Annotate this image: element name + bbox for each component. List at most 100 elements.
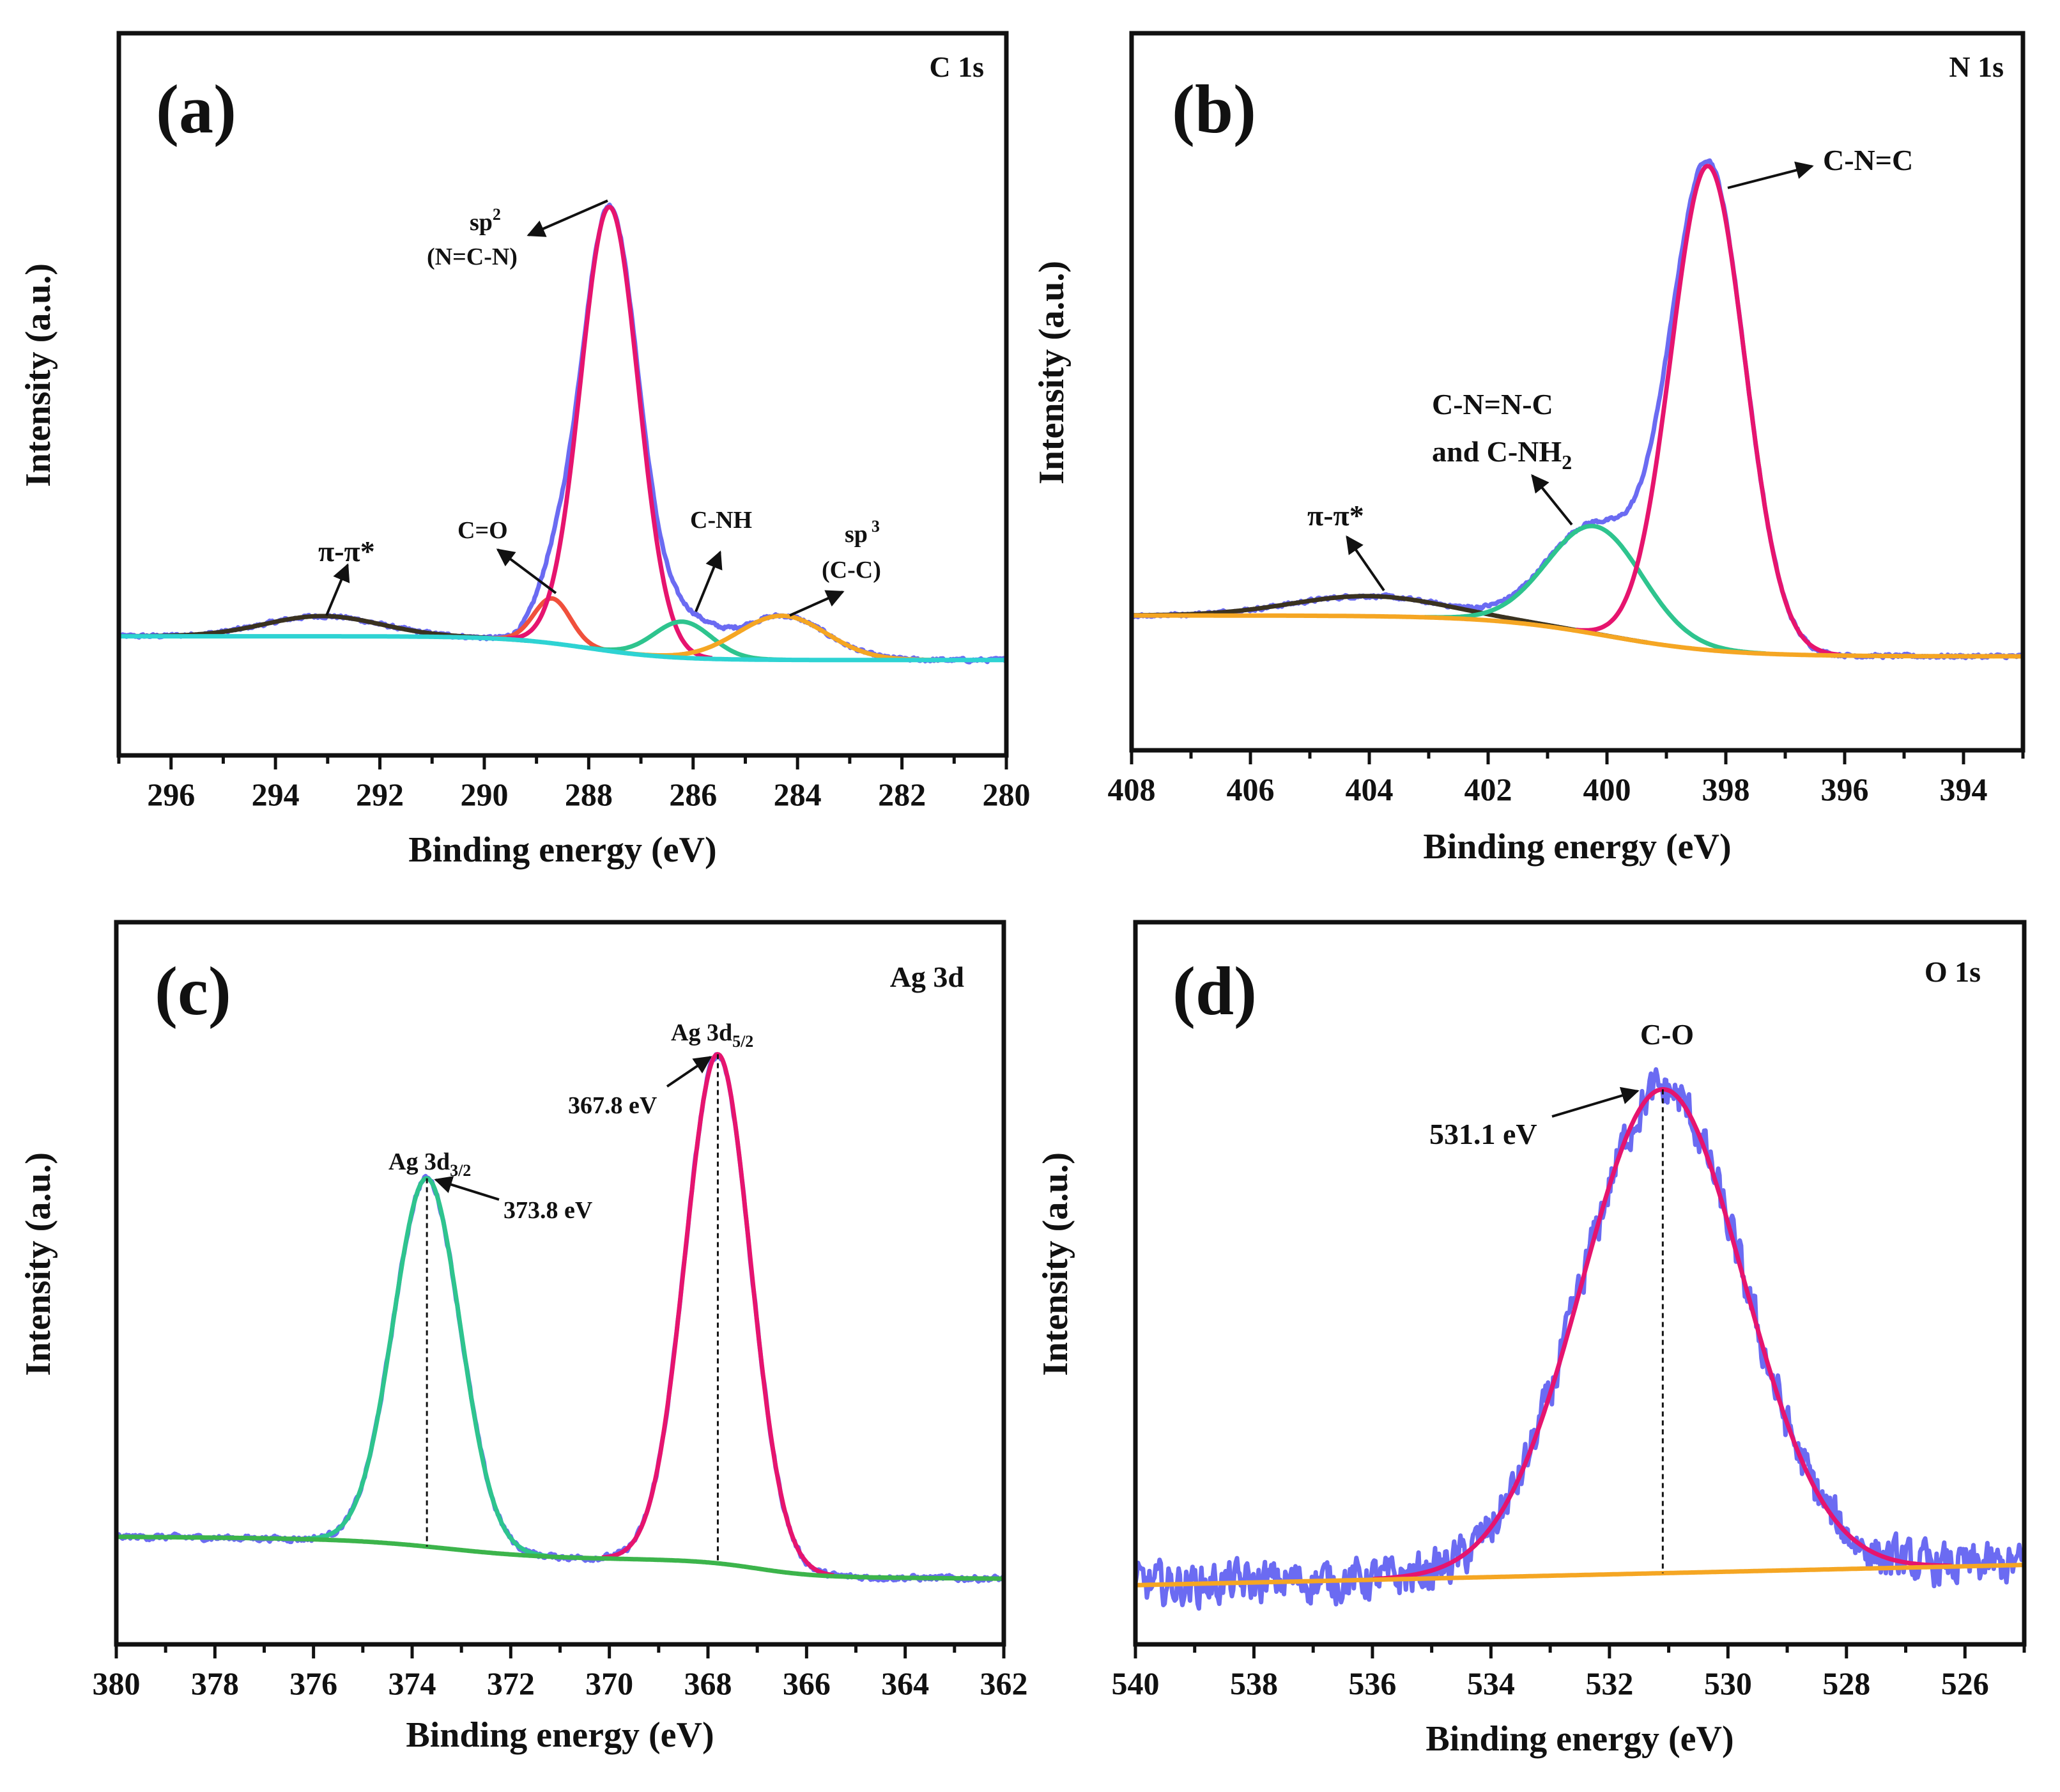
annotation-ag3d52: Ag 3d5/2 xyxy=(671,1019,753,1051)
x-tick-label: 528 xyxy=(1822,1665,1870,1701)
x-tick-label: 362 xyxy=(980,1665,1028,1701)
arrow-pi-pi xyxy=(325,563,350,616)
panel-letter-c: (c) xyxy=(155,954,231,1030)
plot-area-a xyxy=(119,202,1006,665)
x-tick-label: 370 xyxy=(585,1665,633,1701)
panel-d: 540 538 536 534 532 530 528 526 Binding energy (… xyxy=(1036,920,2027,1759)
panel-c-annotations: (c) Ag 3d Ag 3d5/2 367.8 eV Ag 3d3/2 373… xyxy=(155,954,964,1224)
annotation-pi-pi: π-π* xyxy=(318,535,375,568)
arrow-c-n-c xyxy=(1727,161,1814,189)
annotation-367-8: 367.8 eV xyxy=(568,1092,657,1119)
arrow-sp2 xyxy=(527,199,608,237)
annotation-c-nh: C-NH xyxy=(690,507,752,534)
plot-area-d xyxy=(1135,1067,2024,1611)
annotation-ag3d32: Ag 3d3/2 xyxy=(388,1148,471,1180)
x-tick-label: 526 xyxy=(1941,1665,1989,1701)
panel-label-n1s: N 1s xyxy=(1949,50,2004,83)
x-tick-label: 540 xyxy=(1112,1665,1160,1701)
panel-label-ag3d: Ag 3d xyxy=(890,961,965,993)
x-tick-label: 402 xyxy=(1464,771,1512,807)
annotation-and-c-nh2: and C-NH2 xyxy=(1432,435,1572,474)
x-tick-label: 282 xyxy=(878,776,926,812)
panel-label-o1s: O 1s xyxy=(1925,955,1981,988)
plot-area-c xyxy=(116,1051,1004,1584)
annotation-c-n-n-c: C-N=N-C xyxy=(1432,388,1553,421)
arrow-531-1 xyxy=(1551,1086,1640,1118)
series-component-c-n-c xyxy=(1576,164,1840,657)
x-tick-label: 400 xyxy=(1583,771,1631,807)
y-axis-title: Intensity (a.u.) xyxy=(19,1152,58,1376)
panel-letter-b: (b) xyxy=(1172,72,1256,148)
x-axis-title: Binding energy (eV) xyxy=(406,1715,714,1755)
x-tick-label: 406 xyxy=(1227,771,1275,807)
panel-b: 408 406 404 402 400 398 396 394 Binding energy (… xyxy=(1032,31,2025,867)
x-tick-label: 538 xyxy=(1230,1665,1278,1701)
annotation-373-8: 373.8 eV xyxy=(503,1197,593,1224)
x-tick-label: 376 xyxy=(289,1665,337,1701)
series-background-b xyxy=(1132,613,2023,659)
plot-frame-d xyxy=(1133,920,2027,1647)
y-axis-title: Intensity (a.u.) xyxy=(19,263,58,487)
series-component-pi-pi- xyxy=(1132,594,1648,645)
series-envelope-d xyxy=(1135,1067,2024,1611)
panel-d-annotations: (d) O 1s C-O 531.1 eV xyxy=(1172,954,1981,1150)
x-tick-label: 534 xyxy=(1467,1665,1515,1701)
arrow-c-o xyxy=(496,548,557,594)
x-tick-label: 284 xyxy=(774,776,822,812)
x-tick-label: 398 xyxy=(1702,771,1750,807)
arrow-c-nh xyxy=(695,550,723,612)
series-background-a xyxy=(119,634,1006,663)
x-tick-label: 532 xyxy=(1585,1665,1633,1701)
annotation-c-o: C=O xyxy=(457,517,508,544)
x-tick-label: 396 xyxy=(1821,771,1869,807)
x-tick-label: 286 xyxy=(669,776,717,812)
panel-letter-d: (d) xyxy=(1172,954,1257,1030)
x-tick-label: 408 xyxy=(1108,771,1156,807)
annotation-531-1: 531.1 eV xyxy=(1429,1118,1537,1150)
series-component-c-n-n-c-and-c-nh2 xyxy=(1424,523,1766,656)
series-envelope-a xyxy=(119,202,1006,665)
x-axis-title: Binding energy (eV) xyxy=(408,830,716,870)
x-tick-label: 366 xyxy=(783,1665,831,1701)
x-tick-label: 280 xyxy=(983,776,1031,812)
y-axis-title: Intensity (a.u.) xyxy=(1032,261,1072,484)
annotation-c-o-d: C-O xyxy=(1640,1018,1694,1051)
plot-frame-b xyxy=(1129,31,2025,753)
annotation-sp2: sp2 xyxy=(470,205,501,236)
x-axis-title: Binding energy (eV) xyxy=(1426,1719,1733,1759)
panel-letter-a: (a) xyxy=(156,72,236,148)
x-tick-label: 372 xyxy=(487,1665,535,1701)
x-tick-label: 380 xyxy=(93,1665,141,1701)
annotation-c-n-c: C-N=C xyxy=(1823,144,1913,176)
series-component-sp3-c-c- xyxy=(622,613,941,663)
arrow-367-8 xyxy=(666,1056,712,1088)
x-tick-label: 364 xyxy=(881,1665,929,1701)
x-tick-label: 292 xyxy=(356,776,404,812)
x-tick-label: 294 xyxy=(252,776,300,812)
x-tick-label: 394 xyxy=(1940,771,1988,807)
annotation-n-c-n: (N=C-N) xyxy=(427,243,518,270)
series-envelope-c xyxy=(116,1052,1004,1584)
arrow-pi-pi-b xyxy=(1346,535,1385,592)
series-background-c xyxy=(116,1534,1004,1581)
x-tick-label: 288 xyxy=(565,776,613,812)
x-tick-label: 374 xyxy=(388,1665,436,1701)
panel-a: 296 294 292 290 288 286 284 282 280 Binding energ… xyxy=(19,31,1031,870)
annotation-pi-pi-b: π-π* xyxy=(1307,499,1364,532)
y-axis-title: Intensity (a.u.) xyxy=(1036,1152,1075,1376)
plot-frame-a xyxy=(116,31,1009,758)
panel-c: 380 378 376 374 372 370 368 366 364 362 Binding en… xyxy=(19,920,1028,1755)
x-axis-title: Binding energy (eV) xyxy=(1423,827,1731,867)
arrow-373-8 xyxy=(434,1176,500,1201)
series-background-d xyxy=(1135,1563,2024,1587)
x-tick-label: 296 xyxy=(147,776,195,812)
x-tick-label: 530 xyxy=(1704,1665,1752,1701)
series-component-sp2-n-c-n- xyxy=(507,205,712,661)
annotation-c-c: (C-C) xyxy=(822,557,881,583)
x-tick-label: 536 xyxy=(1348,1665,1396,1701)
arrow-c-n-n-c xyxy=(1531,474,1573,526)
x-tick-label: 378 xyxy=(191,1665,239,1701)
panel-b-annotations: (b) N 1s C-N=C C-N=N-C and C-NH2 π-π* xyxy=(1172,50,2004,592)
series-envelope-b xyxy=(1132,158,2023,661)
